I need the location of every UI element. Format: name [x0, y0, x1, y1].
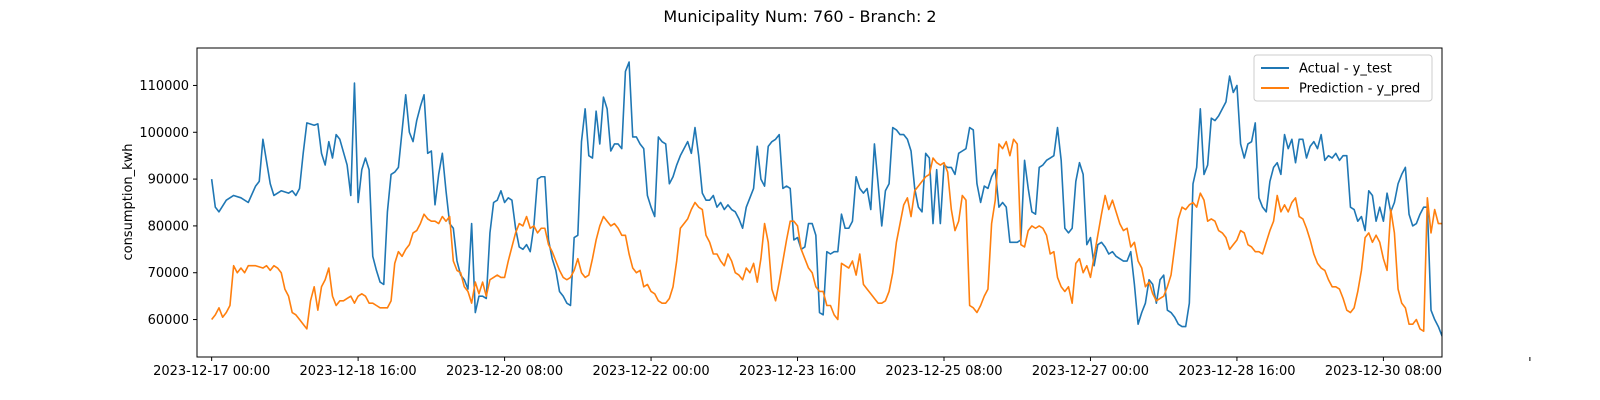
series-line-prediction [211, 138, 1442, 333]
y-tick-label: 80000 [148, 219, 189, 234]
y-axis-title: consumption_kwh [121, 143, 136, 260]
x-tick-label: 2023-12-22 00:00 [592, 364, 709, 379]
x-tick-label: 2023-12-17 00:00 [153, 364, 270, 379]
x-tick-label: 2023-12-30 08:00 [1325, 364, 1442, 379]
y-tick-label: 90000 [148, 173, 189, 188]
legend: Actual - y_test Prediction - y_pred [1253, 54, 1433, 102]
legend-box [1253, 54, 1433, 102]
axes-frame [196, 47, 1443, 358]
x-tick-label: 2023-12-18 16:00 [300, 364, 417, 379]
axes: 60000 70000 80000 90000 100000 110000 2023-12-… [139, 47, 1531, 379]
series-line-actual [210, 61, 1442, 338]
x-tick-label: 2023-12-28 16:00 [1178, 364, 1295, 379]
x-tick-label: 2023-12-20 08:00 [446, 364, 563, 379]
y-tick-label: 70000 [148, 266, 189, 281]
y-tick-label: 100000 [139, 126, 189, 141]
legend-label: Actual - y_test [1299, 62, 1392, 77]
chart-title: Municipality Num: 760 - Branch: 2 [663, 7, 936, 26]
y-tick-label: 60000 [148, 313, 189, 328]
plot-area [210, 61, 1442, 338]
x-tick-label: 2023-12-25 08:00 [885, 364, 1002, 379]
x-tick-label: 2023-12-27 00:00 [1032, 364, 1149, 379]
y-tick-label: 110000 [139, 79, 189, 94]
legend-label: Prediction - y_pred [1299, 82, 1420, 97]
x-tick-label: 2023-12-23 16:00 [739, 364, 856, 379]
